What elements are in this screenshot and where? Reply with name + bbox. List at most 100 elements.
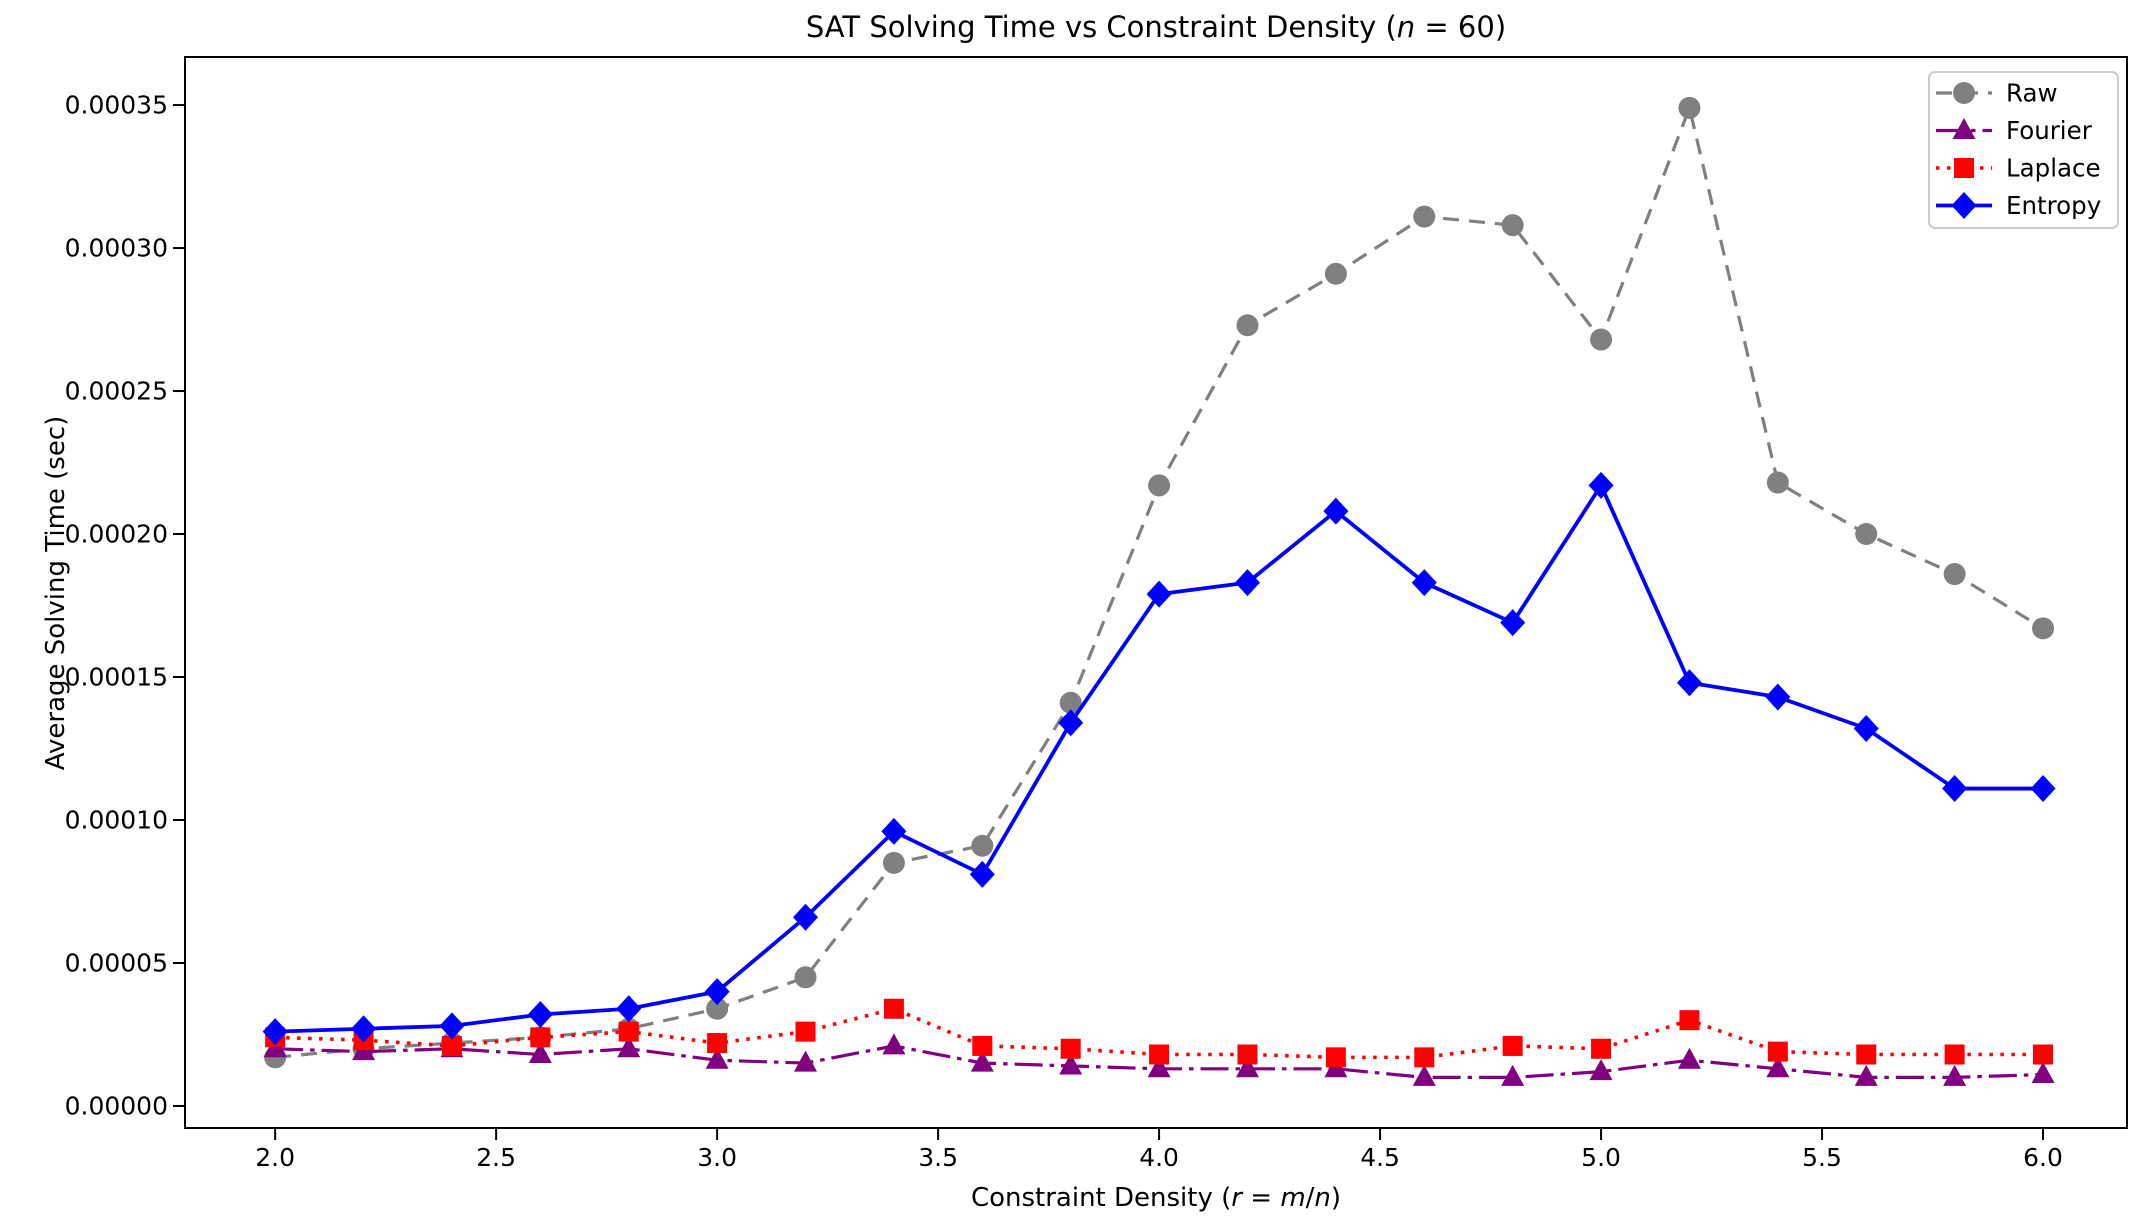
marker-raw	[1413, 205, 1436, 228]
marker-entropy	[1942, 775, 1968, 803]
marker-entropy	[1323, 497, 1349, 525]
marker-fourier	[882, 1033, 906, 1055]
chart-title: SAT Solving Time vs Constraint Density (…	[806, 10, 1506, 44]
marker-fourier	[528, 1042, 552, 1064]
marker-raw	[706, 997, 729, 1020]
marker-laplace	[1060, 1038, 1081, 1059]
legend-label-entropy: Entropy	[2006, 191, 2101, 220]
marker-entropy	[2030, 775, 2056, 803]
marker-laplace	[1414, 1047, 1435, 1068]
marker-laplace	[972, 1035, 993, 1056]
x-tick-label: 3.0	[697, 1143, 737, 1172]
marker-laplace	[441, 1035, 462, 1056]
marker-fourier	[617, 1036, 641, 1058]
marker-raw	[1678, 96, 1701, 119]
legend-marker-raw	[1953, 82, 1975, 104]
legend-label-raw: Raw	[2006, 79, 2058, 108]
marker-laplace	[883, 998, 904, 1019]
x-tick-label: 2.5	[476, 1143, 516, 1172]
legend-marker-laplace	[1954, 158, 1974, 178]
marker-laplace	[707, 1033, 728, 1054]
marker-entropy	[1146, 580, 1172, 608]
x-tick-label: 6.0	[2023, 1143, 2063, 1172]
legend-label-fourier: Fourier	[2006, 116, 2093, 145]
x-tick-label: 3.5	[918, 1143, 958, 1172]
marker-entropy	[616, 995, 642, 1023]
marker-laplace	[1237, 1044, 1258, 1065]
marker-fourier	[1943, 1064, 1967, 1086]
marker-laplace	[1767, 1041, 1788, 1062]
marker-raw	[1855, 523, 1878, 546]
marker-fourier	[2031, 1062, 2055, 1084]
y-tick-label: 0.00010	[65, 805, 168, 834]
marker-entropy	[881, 817, 907, 845]
y-tick-label: 0.00015	[65, 663, 168, 692]
marker-laplace	[1325, 1047, 1346, 1068]
marker-entropy	[1411, 569, 1437, 597]
marker-laplace	[795, 1021, 816, 1042]
legend-marker-entropy	[1951, 192, 1977, 219]
marker-laplace	[1502, 1035, 1523, 1056]
marker-fourier	[1589, 1059, 1613, 1081]
x-tick-label: 4.0	[1139, 1143, 1179, 1172]
series-line-entropy	[275, 483, 2044, 1034]
y-tick-label: 0.00000	[65, 1091, 168, 1120]
marker-raw	[1590, 328, 1613, 351]
marker-raw	[1943, 563, 1966, 586]
marker-entropy	[1058, 709, 1084, 737]
marker-raw	[882, 851, 905, 874]
y-tick-label: 0.00030	[65, 234, 168, 263]
marker-laplace	[1679, 1010, 1700, 1031]
y-tick-label: 0.00005	[65, 948, 168, 977]
marker-raw	[2032, 617, 2055, 640]
marker-entropy	[439, 1012, 465, 1040]
y-axis-label: Average Solving Time (sec)	[41, 416, 71, 771]
marker-entropy	[527, 1000, 553, 1028]
marker-raw	[1324, 262, 1347, 285]
legend-marker-fourier	[1952, 118, 1976, 139]
marker-raw	[794, 966, 817, 989]
marker-laplace	[1149, 1044, 1170, 1065]
marker-entropy	[704, 978, 730, 1006]
marker-entropy	[969, 860, 995, 888]
plot-border	[184, 56, 2128, 1129]
marker-entropy	[1676, 669, 1702, 697]
marker-entropy	[1765, 683, 1791, 711]
x-axis-label: Constraint Density (r = m/n)	[971, 1183, 1341, 1213]
legend-label-laplace: Laplace	[2006, 154, 2101, 183]
marker-fourier	[970, 1050, 994, 1072]
series-entropy	[262, 471, 2056, 1046]
marker-fourier	[705, 1047, 729, 1069]
marker-entropy	[1234, 569, 1260, 597]
y-tick-label: 0.00035	[65, 91, 168, 120]
marker-raw	[1501, 214, 1524, 237]
marker-fourier	[1854, 1064, 1878, 1086]
marker-fourier	[1412, 1064, 1436, 1086]
x-tick-label: 4.5	[1360, 1143, 1400, 1172]
x-tick-label: 5.0	[1581, 1143, 1621, 1172]
marker-entropy	[262, 1018, 288, 1046]
marker-raw	[1766, 471, 1789, 494]
marker-entropy	[793, 903, 819, 931]
marker-laplace	[2033, 1044, 2054, 1065]
marker-laplace	[618, 1021, 639, 1042]
y-tick-label: 0.00025	[65, 377, 168, 406]
marker-fourier	[1235, 1056, 1259, 1078]
marker-entropy	[1853, 714, 1879, 742]
marker-fourier	[794, 1050, 818, 1072]
marker-fourier	[1147, 1056, 1171, 1078]
marker-entropy	[351, 1015, 377, 1043]
marker-raw	[1059, 691, 1082, 714]
marker-fourier	[1059, 1053, 1083, 1075]
x-tick-label: 5.5	[1802, 1143, 1842, 1172]
marker-raw	[1148, 474, 1171, 497]
marker-entropy	[1588, 471, 1614, 499]
marker-laplace	[1856, 1044, 1877, 1065]
y-tick-label: 0.00020	[65, 520, 168, 549]
plot-area: 2.0 2.5 3.0 3.5 4.0 4.5 5.0 5.5 6.0 0.00000 0.0000…	[65, 10, 2128, 1213]
marker-fourier	[1766, 1056, 1790, 1078]
marker-raw	[971, 834, 994, 857]
marker-entropy	[1500, 609, 1526, 637]
